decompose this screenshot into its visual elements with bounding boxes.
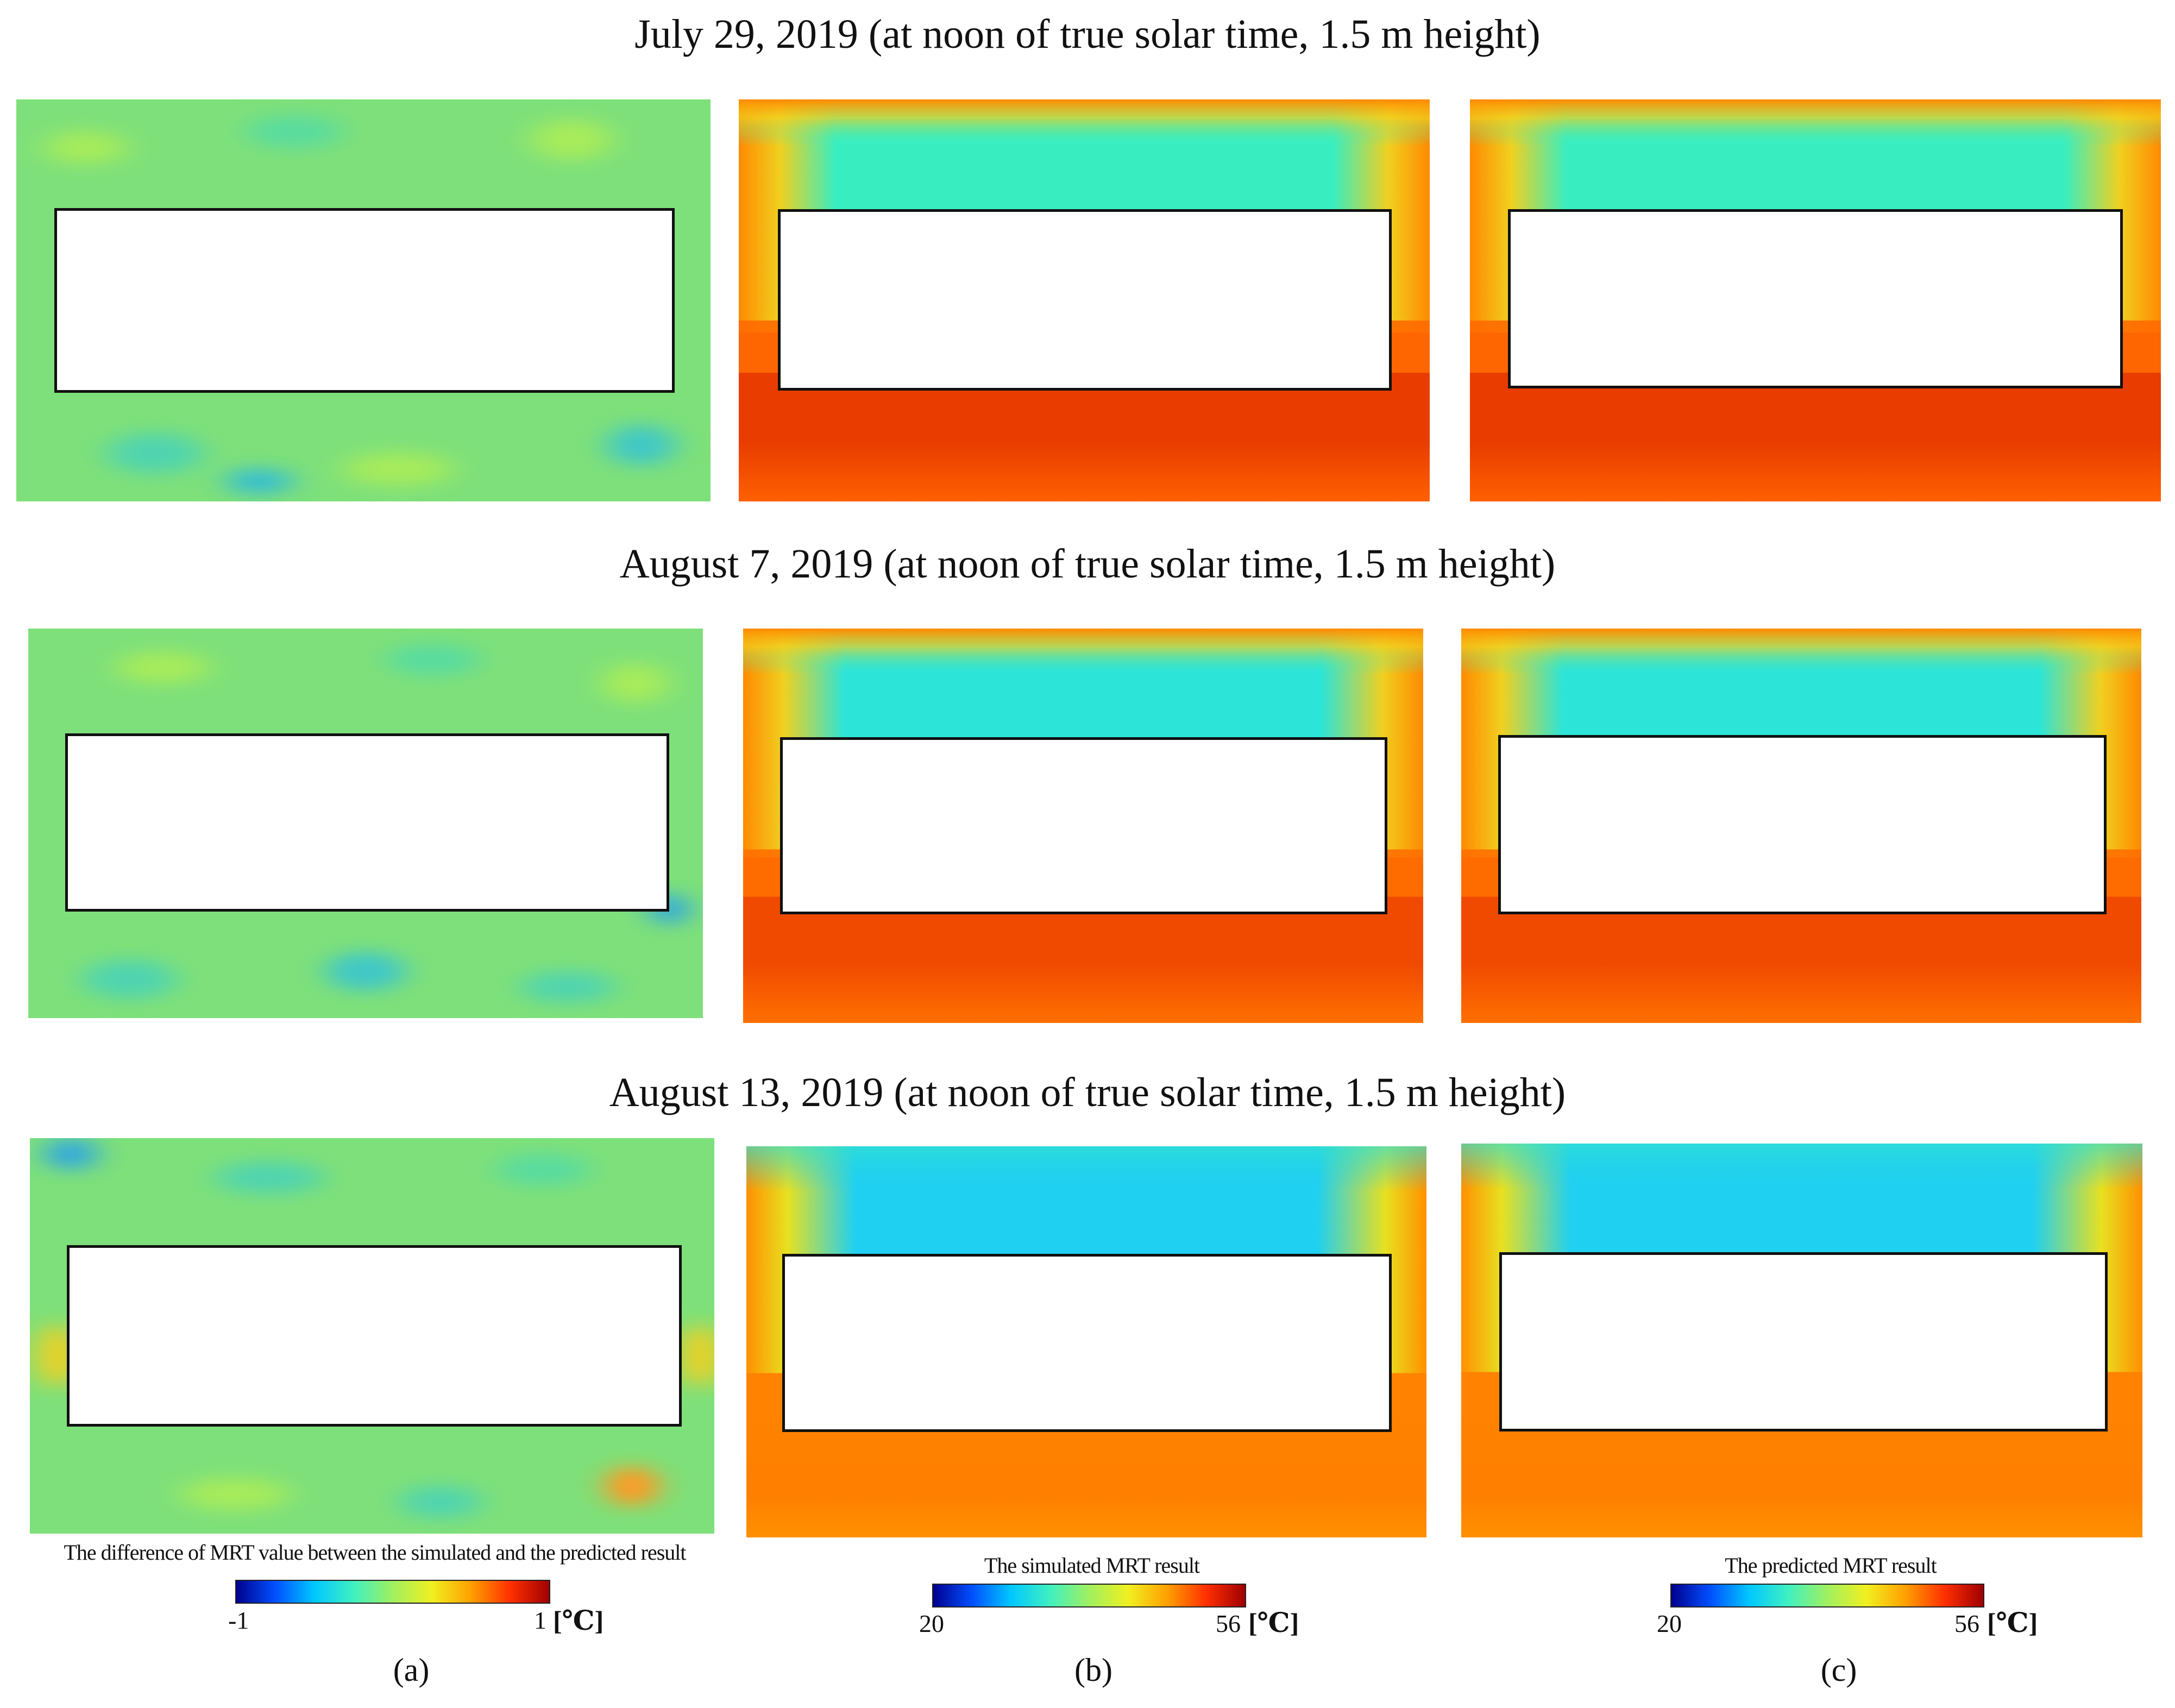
predicted-unit: [℃] (1987, 1607, 2038, 1638)
difference-map-aug13 (30, 1138, 714, 1534)
building-footprint (1499, 1252, 2108, 1431)
building-footprint (1498, 735, 2107, 914)
predicted-mrt-map-jul29 (1470, 99, 2161, 501)
difference-scale-max: 1 (534, 1606, 546, 1634)
simulated-unit: [℃] (1248, 1607, 1299, 1638)
building-footprint (782, 1254, 1392, 1432)
predicted-mrt-map-aug7 (1461, 629, 2141, 1023)
simulated-colorbar (932, 1584, 1246, 1607)
difference-colorbar (235, 1580, 550, 1604)
difference-map-aug7 (28, 629, 703, 1018)
building-footprint (67, 1245, 682, 1427)
row-3-title: August 13, 2019 (at noon of true solar t… (609, 1070, 1566, 1115)
simulated-mrt-map-aug7 (743, 629, 1423, 1023)
predicted-mrt-map-aug13 (1461, 1144, 2142, 1537)
difference-caption: The difference of MRT value between the … (64, 1540, 686, 1565)
predicted-caption: The predicted MRT result (1725, 1553, 1937, 1578)
difference-scale-min: -1 (228, 1606, 249, 1634)
predicted-scale-max: 56 (1954, 1610, 1979, 1637)
building-footprint (65, 733, 669, 912)
building-footprint (1508, 209, 2123, 388)
building-footprint (780, 737, 1387, 914)
difference-map-jul29 (16, 99, 711, 501)
panel-label-a: (a) (393, 1652, 430, 1688)
simulated-caption: The simulated MRT result (984, 1553, 1200, 1578)
panel-label-b: (b) (1074, 1652, 1112, 1688)
simulated-mrt-map-jul29 (739, 99, 1430, 501)
predicted-scale-min: 20 (1657, 1610, 1682, 1637)
row-2-title: August 7, 2019 (at noon of true solar ti… (619, 541, 1556, 587)
simulated-scale-max: 56 (1216, 1610, 1241, 1637)
predicted-colorbar (1670, 1584, 1984, 1607)
building-footprint (778, 209, 1392, 391)
simulated-mrt-map-aug13 (746, 1146, 1426, 1537)
panel-label-c: (c) (1820, 1652, 1857, 1688)
simulated-scale-min: 20 (919, 1610, 944, 1637)
difference-unit: [℃] (553, 1605, 604, 1636)
row-1-title: July 29, 2019 (at noon of true solar tim… (634, 11, 1541, 57)
building-footprint (54, 208, 675, 393)
